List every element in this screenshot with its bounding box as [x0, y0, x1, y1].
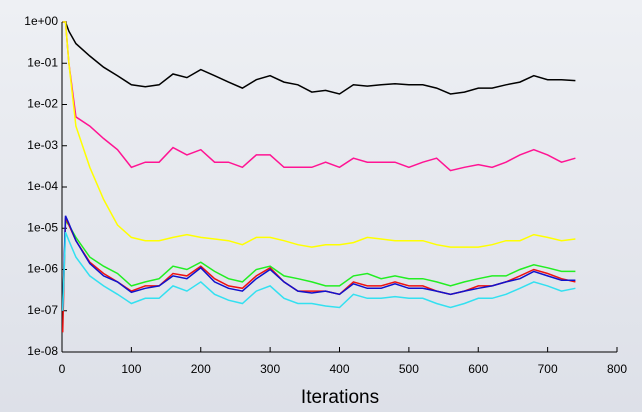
y-tick-label: 1e-05 — [27, 220, 58, 234]
y-tick-label: 1e-02 — [27, 97, 58, 111]
y-tick-label: 1e-03 — [27, 138, 58, 152]
x-tick-label: 600 — [468, 362, 488, 376]
x-tick-label: 300 — [260, 362, 280, 376]
x-tick-label: 800 — [607, 362, 627, 376]
x-axis-label: Iterations — [301, 387, 379, 408]
series-line — [62, 21, 576, 248]
series-line — [62, 21, 576, 95]
x-tick-label: 0 — [59, 362, 66, 376]
y-tick-label: 1e-06 — [27, 262, 58, 276]
y-tick-label: 1e+00 — [24, 14, 58, 28]
y-tick-label: 1e-04 — [27, 179, 58, 193]
y-tick-label: 1e-07 — [27, 303, 58, 317]
x-tick-label: 100 — [121, 362, 141, 376]
x-tick-label: 700 — [538, 362, 558, 376]
x-tick-label: 500 — [399, 362, 419, 376]
x-tick-label: 200 — [191, 362, 211, 376]
y-tick-label: 1e-08 — [27, 344, 58, 358]
series-line — [61, 231, 576, 311]
y-tick-label: 1e-01 — [27, 55, 58, 69]
series-line — [61, 215, 576, 311]
series-line — [62, 21, 576, 172]
series-line — [61, 219, 576, 311]
x-tick-label: 400 — [329, 362, 349, 376]
